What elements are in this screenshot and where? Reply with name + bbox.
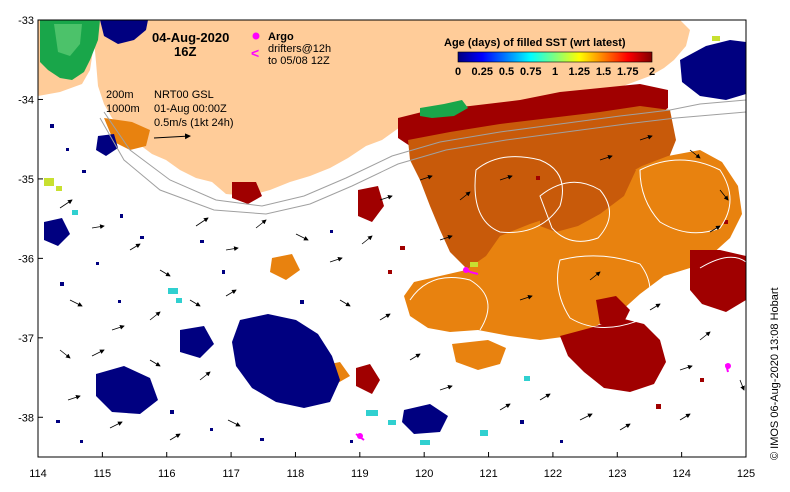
land-australia [94, 20, 690, 196]
sst-patch-darkred-inlet [356, 364, 380, 394]
sst-specks-cyan [72, 210, 530, 445]
latitude-axis: -33 -34 -35 -36 -37 -38 [18, 15, 43, 424]
sst-patch-darkred-central [358, 186, 384, 222]
lat-tick-label: -35 [18, 174, 34, 186]
isobath-deep-label: 1000m [106, 103, 140, 115]
lon-tick-label: 115 [94, 468, 112, 480]
lon-tick-label: 123 [608, 468, 626, 480]
drifters-label: drifters@12h [268, 43, 331, 55]
legend-tick-label: 1.75 [617, 66, 638, 78]
date-title: 04-Aug-2020 [152, 30, 229, 45]
lat-tick-label: -34 [18, 94, 34, 106]
longitude-axis: 114 115 116 117 118 119 120 121 122 123 124 125 [29, 452, 755, 480]
time-title: 16Z [174, 44, 196, 59]
sst-patch-orange-south [452, 340, 506, 370]
legend-title: Age (days) of filled SST (wrt latest) [444, 37, 626, 49]
legend-tick-label: 1.5 [596, 66, 611, 78]
legend-tick-label: 2 [649, 66, 655, 78]
lon-tick-label: 118 [287, 468, 305, 480]
lon-tick-label: 125 [737, 468, 755, 480]
argo-legend-label: Argo [268, 31, 294, 43]
lon-tick-label: 119 [351, 468, 369, 480]
lat-tick-label: -38 [18, 412, 34, 424]
product-name: NRT00 GSL [154, 89, 214, 101]
sst-patch-darkred-southeast [560, 318, 666, 392]
lon-tick-label: 114 [29, 468, 47, 480]
argo-markers [357, 267, 731, 439]
lon-tick-label: 116 [158, 468, 176, 480]
sst-patch-navy-northeast [680, 40, 746, 100]
sst-patch-green-coast [420, 100, 468, 118]
sst-patch-orange-centre [270, 254, 300, 280]
lon-tick-label: 122 [544, 468, 562, 480]
vector-scale-arrow [153, 133, 191, 140]
legend-tick-label: 1 [552, 66, 558, 78]
sst-specks-navy [50, 124, 563, 443]
lon-tick-label: 124 [672, 468, 690, 480]
lat-tick-label: -37 [18, 333, 34, 345]
sst-patch-navy-midsouth [180, 326, 214, 358]
legend-tick-labels: 0 0.25 0.5 0.75 1 1.25 1.5 1.75 2 [455, 66, 655, 78]
legend-tick-label: 0 [455, 66, 461, 78]
plot-frame [37, 19, 747, 458]
isobath-1000m [99, 111, 746, 215]
isobath-200m [103, 99, 746, 207]
lon-tick-label: 120 [415, 468, 433, 480]
argo-legend-marker [252, 32, 260, 40]
lon-tick-label: 121 [479, 468, 497, 480]
ssh-contours [409, 156, 746, 331]
isobath-shallow-label: 200m [106, 89, 134, 101]
sst-patch-navy-bottom [402, 404, 448, 434]
lon-tick-label: 117 [222, 468, 240, 480]
legend-tick-label: 0.25 [472, 66, 493, 78]
product-time: 01-Aug 00:00Z [154, 103, 227, 115]
lat-tick-label: -36 [18, 253, 34, 265]
lat-tick-label: -33 [18, 15, 34, 27]
legend-tick-label: 0.75 [520, 66, 541, 78]
drifters-range: to 05/08 12Z [268, 55, 330, 67]
sst-patch-green-west-inner [54, 24, 82, 56]
sst-patch-orange-offshore [404, 150, 742, 340]
sst-patch-darkred-west [232, 182, 262, 204]
credit-label: © IMOS 06-Aug-2020 13:08 Hobart [769, 287, 781, 460]
drifter-legend-symbol: < [251, 45, 259, 61]
sst-patch-brown-shelf [408, 106, 676, 272]
sst-patch-navy-south [96, 366, 158, 414]
sst-patch-brown-tongue [540, 162, 636, 232]
legend-tick-label: 0.5 [499, 66, 514, 78]
sst-patch-navy-northwest [44, 218, 70, 246]
legend-colorbar [457, 51, 653, 63]
velocity-arrows [59, 134, 745, 441]
vector-scale-label: 0.5m/s (1kt 24h) [154, 117, 233, 129]
legend-tick-label: 1.25 [569, 66, 590, 78]
sst-patch-navy-west [100, 20, 148, 44]
sst-patch-darkred-south [596, 296, 630, 326]
sst-specks-darkred [388, 176, 728, 409]
map-layers [38, 20, 746, 445]
sst-patch-navy-southwest [232, 314, 340, 408]
sst-specks-yellow [44, 36, 720, 267]
